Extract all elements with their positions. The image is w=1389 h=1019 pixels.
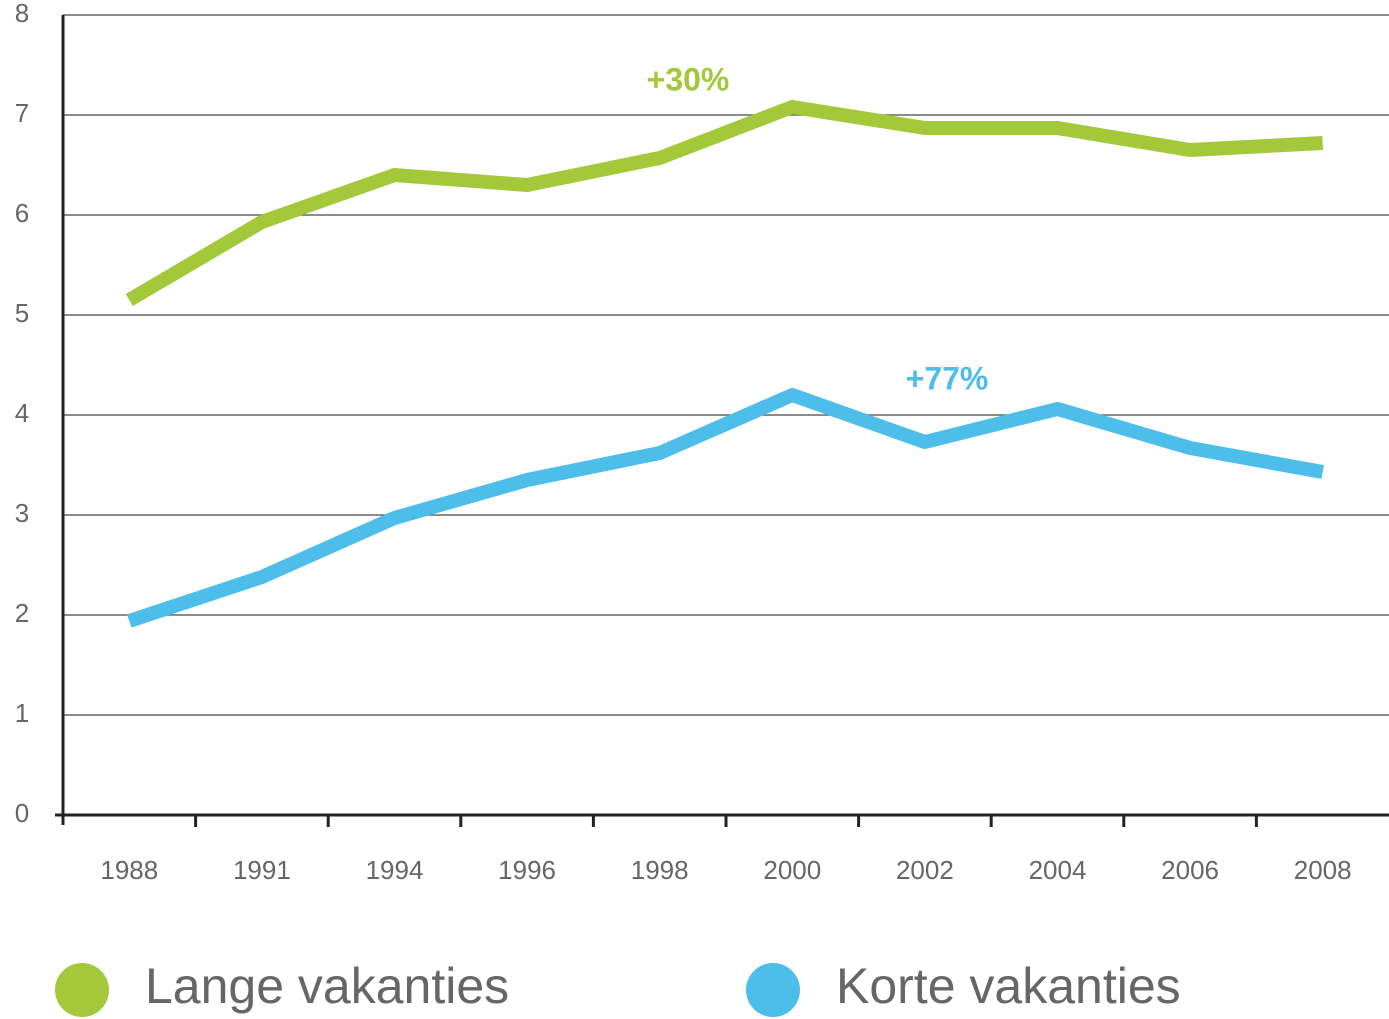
legend-label: Lange vakanties [145,958,509,1014]
y-tick-label: 5 [15,298,29,328]
y-tick-label: 6 [15,198,29,228]
x-tick-label: 2000 [763,855,821,885]
x-tick-label: 1994 [366,855,424,885]
x-tick-label: 1998 [631,855,689,885]
line [125,100,1324,307]
y-tick-label: 7 [15,98,29,128]
y-tick-label: 3 [15,498,29,528]
x-tick-label: 1991 [233,855,291,885]
x-tick-label: 1988 [100,855,158,885]
y-tick-label: 0 [15,798,29,828]
y-tick-label: 1 [15,698,29,728]
x-tick-label: 1996 [498,855,556,885]
legend-marker [55,963,109,1017]
line [127,388,1324,628]
annotation: +30% [647,61,730,97]
x-tick-label: 2002 [896,855,954,885]
legend-marker [746,963,800,1017]
x-tick-label: 2006 [1161,855,1219,885]
x-tick-label: 2008 [1294,855,1352,885]
annotation: +77% [906,360,989,396]
legend-label: Korte vakanties [836,958,1181,1014]
y-tick-label: 2 [15,598,29,628]
x-tick-label: 2004 [1029,855,1087,885]
y-tick-label: 4 [15,398,29,428]
y-tick-label: 8 [15,0,29,28]
